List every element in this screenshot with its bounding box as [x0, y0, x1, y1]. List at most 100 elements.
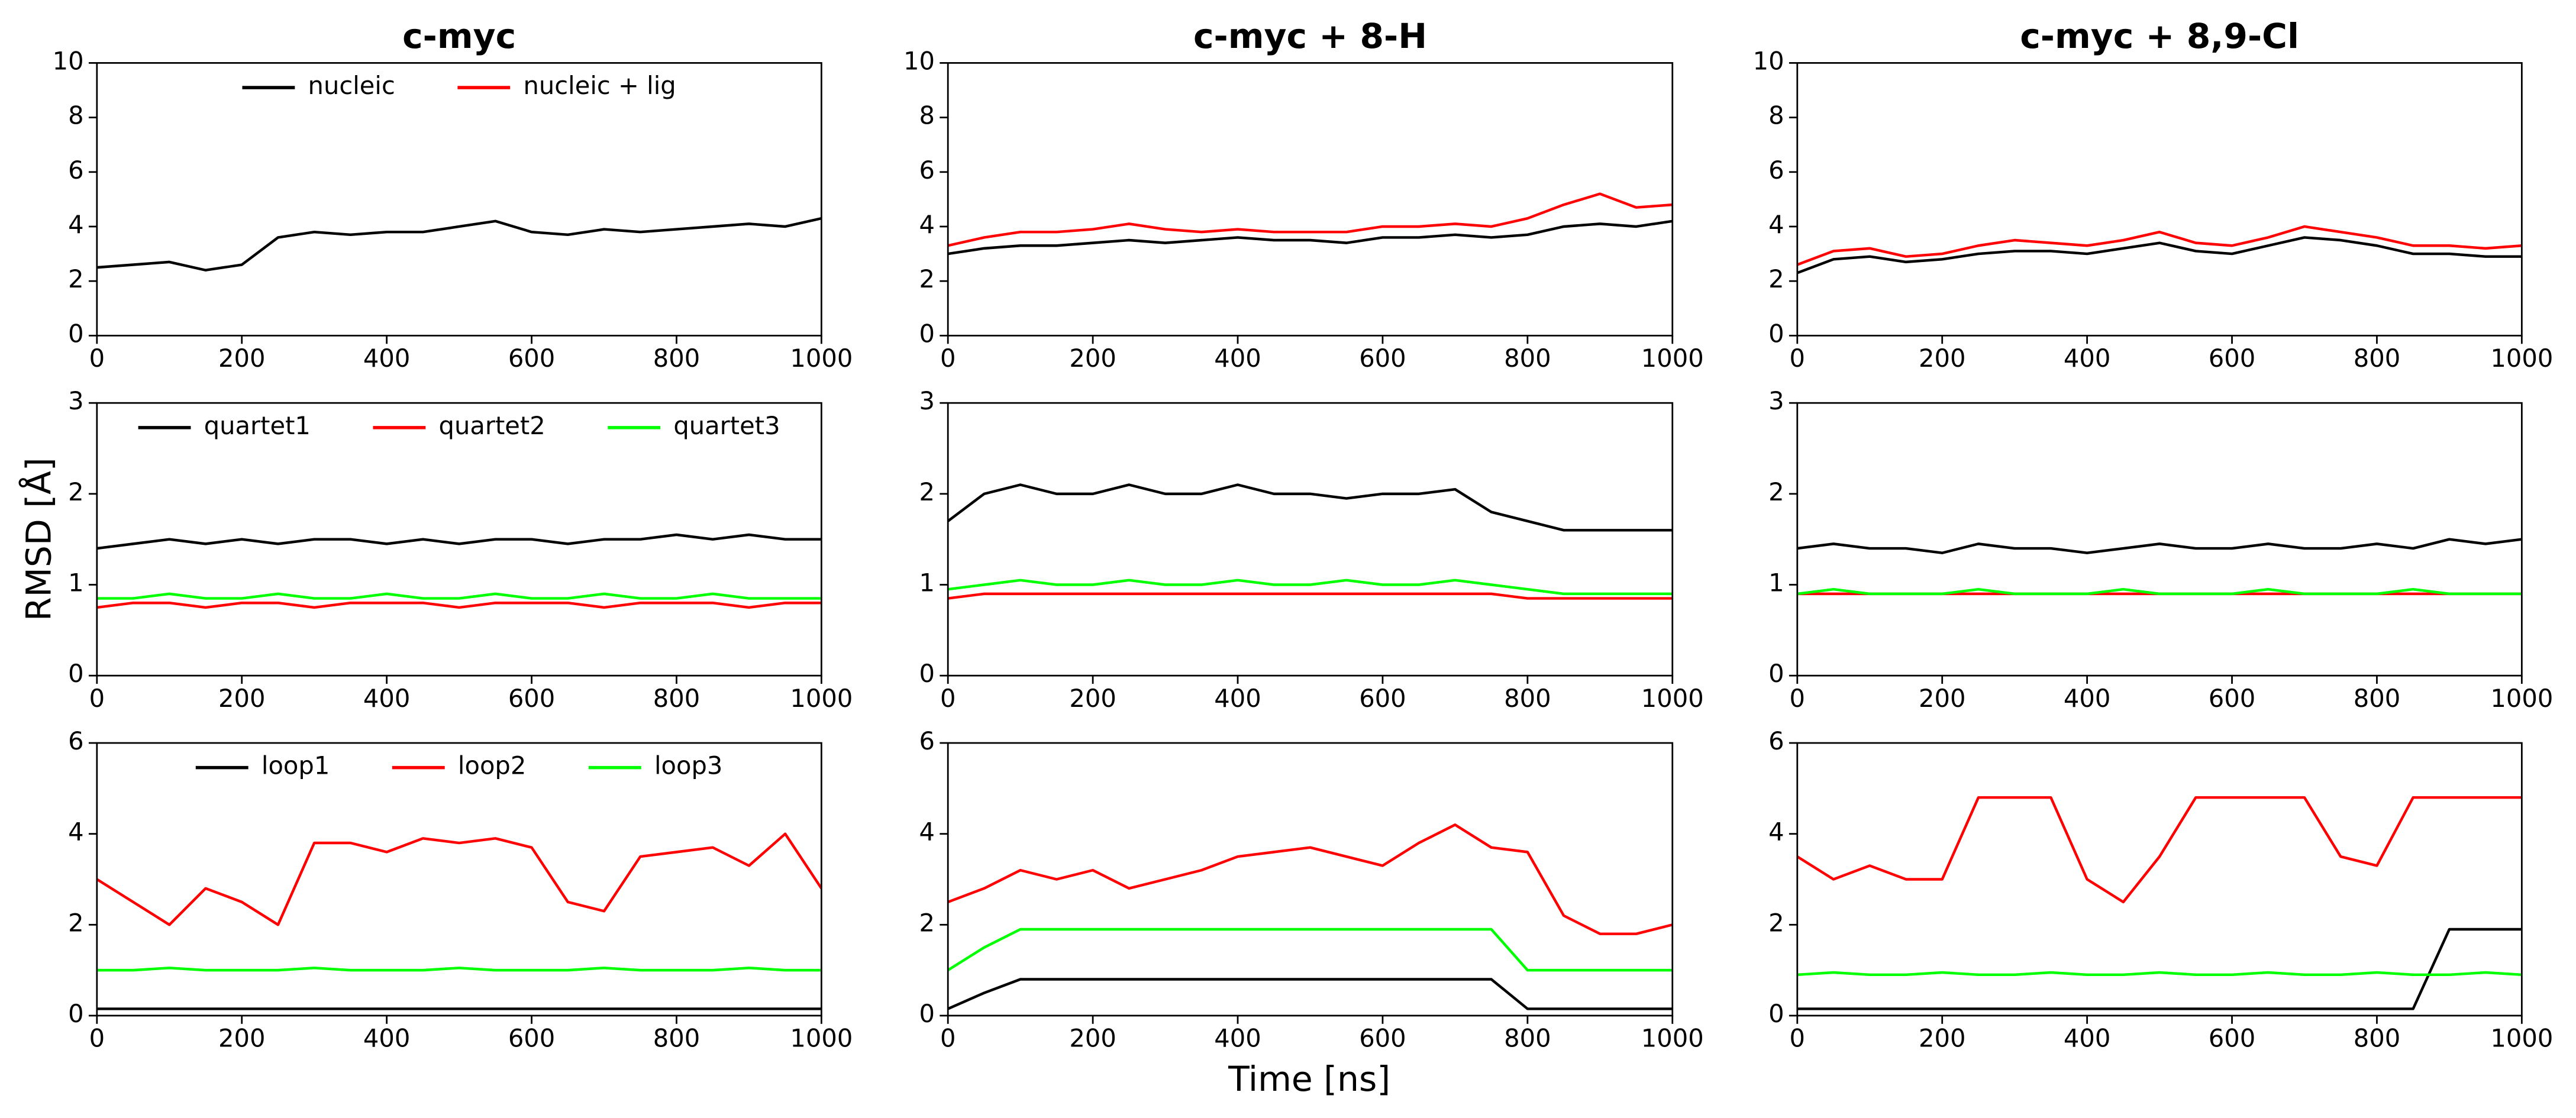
- y-tick-label: 1: [68, 568, 84, 597]
- y-tick-label: 10: [903, 46, 935, 75]
- x-tick-label: 600: [2209, 344, 2255, 373]
- axes-frame: [96, 742, 822, 1017]
- series-line: [96, 217, 822, 272]
- y-tick-label: 3: [919, 386, 935, 415]
- plot-area: [1797, 796, 2522, 1010]
- plot-area: [948, 483, 1673, 600]
- axes-frame: [1796, 62, 2523, 337]
- x-tick-label: 600: [2209, 684, 2255, 713]
- x-tick-label: 200: [1069, 684, 1116, 713]
- x-tick-label: 200: [1069, 344, 1116, 373]
- x-tick-label: 400: [2064, 344, 2110, 373]
- y-tick-label: 6: [1768, 156, 1784, 185]
- panel-title: c-myc + 8-H: [1193, 16, 1427, 56]
- x-tick-label: 0: [940, 1024, 956, 1053]
- y-tick-label: 2: [1768, 477, 1784, 506]
- x-tick-label: 1000: [2490, 344, 2553, 373]
- x-tick-label: 800: [1504, 684, 1551, 713]
- series-line: [948, 579, 1673, 596]
- y-tick-label: 2: [1768, 264, 1784, 293]
- y-tick-label: 0: [919, 319, 935, 348]
- series-line: [948, 928, 1673, 972]
- legend-label: quartet3: [673, 411, 780, 440]
- y-tick-label: 3: [1768, 386, 1784, 415]
- series-line: [96, 832, 822, 926]
- x-tick-label: 0: [1790, 1024, 1806, 1053]
- y-tick-label: 6: [68, 726, 84, 755]
- x-tick-label: 800: [1504, 1024, 1551, 1053]
- y-tick-label: 0: [919, 659, 935, 688]
- x-tick-label: 600: [508, 684, 555, 713]
- panel-title: c-myc + 8,9-Cl: [2020, 16, 2299, 56]
- x-tick-label: 800: [653, 1024, 700, 1053]
- panel: 0 200 400 600 800 1000 0 2 4 6 loop1 loop2 loop3: [68, 726, 853, 1053]
- legend-label: nucleic: [308, 71, 395, 100]
- legend: nucleic nucleic + lig: [242, 71, 676, 100]
- axes-frame: [947, 62, 1674, 337]
- series-line: [948, 592, 1673, 600]
- y-tick-label: 2: [68, 477, 84, 506]
- series-line: [1797, 928, 2522, 1010]
- series-line: [948, 483, 1673, 532]
- y-tick-label: 0: [1768, 999, 1784, 1028]
- x-tick-label: 1000: [790, 684, 853, 713]
- legend-label: loop1: [262, 751, 330, 780]
- plot-area: [96, 217, 822, 272]
- legend-label: loop3: [654, 751, 722, 780]
- x-tick-label: 1000: [790, 344, 853, 373]
- axes-frame: [1796, 742, 2523, 1017]
- x-tick-label: 0: [1790, 344, 1806, 373]
- series-line: [96, 967, 822, 972]
- y-tick-label: 2: [68, 908, 84, 937]
- plot-area: [1797, 538, 2522, 596]
- panel: 0 200 400 600 800 1000 0 1 2 3: [919, 386, 1703, 713]
- y-tick-label: 4: [919, 818, 935, 846]
- series-line: [948, 978, 1673, 1010]
- x-tick-label: 800: [2354, 684, 2400, 713]
- x-tick-label: 800: [653, 684, 700, 713]
- y-tick-label: 8: [68, 101, 84, 130]
- series-line: [96, 602, 822, 609]
- x-tick-label: 800: [653, 344, 700, 373]
- x-tick-label: 600: [1359, 344, 1406, 373]
- x-axis-label: Time [ns]: [1228, 1059, 1390, 1099]
- legend-label: quartet2: [439, 411, 545, 440]
- x-tick-label: 0: [89, 344, 105, 373]
- x-tick-label: 200: [1919, 684, 1965, 713]
- legend: quartet1 quartet2 quartet3: [138, 411, 780, 440]
- axes-frame: [96, 62, 822, 337]
- x-tick-label: 400: [363, 1024, 410, 1053]
- plot-area: [96, 832, 822, 1010]
- y-tick-label: 0: [68, 999, 84, 1028]
- y-tick-label: 0: [68, 319, 84, 348]
- series-line: [1797, 796, 2522, 904]
- x-tick-label: 1000: [2490, 1024, 2553, 1053]
- x-tick-label: 600: [508, 344, 555, 373]
- x-tick-label: 400: [2064, 1024, 2110, 1053]
- series-line: [1797, 225, 2522, 266]
- legend-label: loop2: [458, 751, 526, 780]
- x-tick-label: 600: [1359, 1024, 1406, 1053]
- y-tick-label: 3: [68, 386, 84, 415]
- x-tick-label: 800: [1504, 344, 1551, 373]
- y-tick-label: 4: [1768, 210, 1784, 239]
- x-tick-label: 600: [508, 1024, 555, 1053]
- x-tick-label: 1000: [790, 1024, 853, 1053]
- y-tick-label: 10: [1753, 46, 1784, 75]
- series-line: [1797, 587, 2522, 596]
- x-tick-label: 1000: [1641, 344, 1704, 373]
- plot-area: [948, 823, 1673, 1010]
- x-tick-label: 200: [1919, 344, 1965, 373]
- x-tick-label: 0: [89, 1024, 105, 1053]
- y-tick-label: 6: [1768, 726, 1784, 755]
- x-tick-label: 200: [1919, 1024, 1965, 1053]
- y-tick-label: 2: [1768, 908, 1784, 937]
- series-line: [948, 823, 1673, 935]
- x-tick-label: 800: [2354, 344, 2400, 373]
- series-line: [96, 592, 822, 600]
- axes-frame: [947, 742, 1674, 1017]
- x-tick-label: 0: [1790, 684, 1806, 713]
- y-tick-label: 8: [1768, 101, 1784, 130]
